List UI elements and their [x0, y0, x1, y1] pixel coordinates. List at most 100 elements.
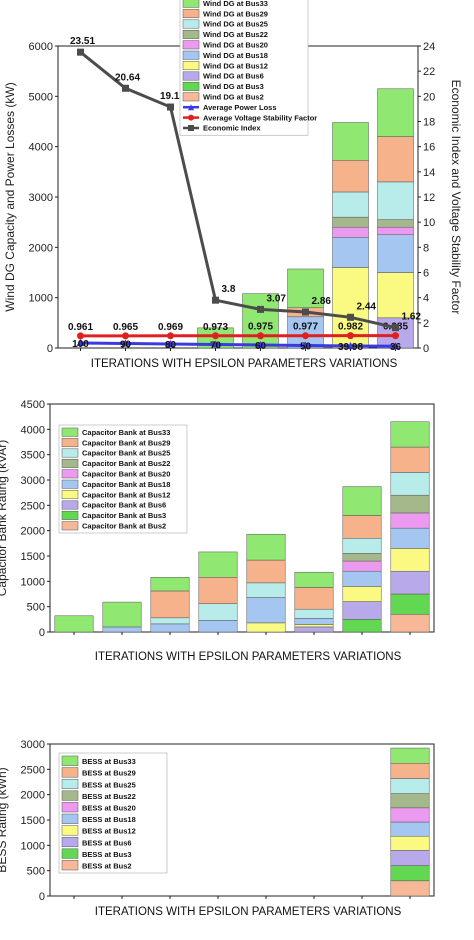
y2-tick-label: 0: [423, 343, 429, 355]
y2-tick-label: 6: [423, 268, 429, 280]
legend-swatch: [182, 40, 200, 50]
legend-swatch: [61, 778, 79, 790]
legend-swatch: [182, 0, 200, 8]
bar-segment-bus12-8: [390, 548, 430, 572]
y-tick-label: 2000: [21, 790, 45, 802]
legend-label: Average Power Loss: [203, 103, 277, 112]
legend-swatch: [61, 860, 79, 871]
bar-segment-bus18-6: [294, 618, 334, 625]
loss-point: [211, 340, 220, 348]
y2-tick-label: 22: [423, 66, 435, 78]
y2-tick-label: 8: [423, 242, 429, 254]
loss-point: [391, 342, 400, 350]
loss-point: [301, 341, 310, 349]
bar-segment-bus6-8: [390, 850, 430, 866]
chart-3: 0 500 1000 1500 2000 2500 3000 BESS Rating (kWh…: [0, 739, 435, 918]
bar-segment-bus20-8: [390, 512, 430, 529]
bar-segment-bus25-7: [332, 191, 369, 218]
data-label-loss: 39.98: [338, 342, 363, 353]
legend-swatch: [61, 500, 79, 510]
data-label-vsf: 0.977: [293, 322, 318, 333]
legend-swatch: [182, 9, 200, 19]
legend-swatch: [61, 458, 79, 468]
y-tick-label: 500: [27, 866, 45, 878]
legend-swatch: [61, 427, 79, 437]
bar-segment-bus33-7: [332, 122, 369, 161]
data-label-loss: 50: [300, 341, 312, 352]
data-label-econ: 19.15: [160, 91, 185, 102]
bar-segment-bus22-7: [342, 553, 382, 562]
x-axis-label: ITERATIONS WITH EPSILON PARAMETERS VARIA…: [95, 651, 402, 663]
bar-segment-bus3-8: [390, 865, 430, 882]
legend-label: BESS at Bus29: [82, 769, 136, 778]
bar-segment-bus20-7: [332, 226, 369, 238]
y2-tick-label: 16: [423, 142, 435, 154]
legend-box: [179, 0, 309, 136]
y-tick-label: 3500: [21, 450, 45, 462]
legend-label: Wind DG at Bus2: [203, 93, 264, 102]
bar-segment-bus18-8: [390, 527, 430, 549]
legend-label: BESS at Bus12: [82, 827, 136, 836]
y-tick-label: 6000: [29, 41, 53, 53]
legend-label: BESS at Bus18: [82, 815, 136, 824]
y2-tick-label: 18: [423, 117, 435, 129]
legend-label: BESS at Bus25: [82, 780, 136, 789]
data-label-econ: 20.64: [115, 72, 140, 83]
data-label-econ: 1.62: [402, 312, 422, 323]
loss-point: [256, 340, 265, 348]
legend-swatch: [182, 92, 200, 102]
bar-segment-bus18-8: [377, 234, 414, 273]
bar-segment-bus25-8: [390, 778, 430, 794]
legend-label: Wind DG at Bus29: [203, 9, 268, 18]
bar-segment-bus25-8: [377, 181, 414, 220]
y-tick-label: 1000: [21, 576, 45, 588]
y-tick-label: 1500: [21, 815, 45, 827]
legend-swatch: [182, 81, 200, 91]
y-tick-label: 1500: [21, 551, 45, 563]
bar-segment-bus33-6: [287, 268, 324, 308]
y2-tick-label: 20: [423, 91, 435, 103]
legend-label: BESS at Bus6: [82, 838, 132, 847]
legend-label: Capacitor Bank at Bus2: [82, 522, 166, 531]
legend-label: Wind DG at Bus6: [203, 72, 264, 81]
bar-segment-bus18-7: [342, 570, 382, 587]
data-label-loss: 100: [72, 339, 89, 350]
legend-label: Capacitor Bank at Bus33: [82, 428, 170, 437]
data-label-econ: 2.86: [312, 296, 332, 307]
y2-tick-label: 2: [423, 318, 429, 330]
bar-segment-bus22-8: [390, 793, 430, 809]
y-tick-label: 500: [27, 602, 45, 614]
legend-swatch: [182, 61, 200, 71]
legend-label: BESS at Bus20: [82, 804, 136, 813]
legend-label: Wind DG at Bus12: [203, 61, 268, 70]
y2-tick-label: 4: [423, 293, 429, 305]
bar-segment-bus18-4: [198, 620, 238, 633]
bar-segment-bus3-7: [342, 619, 382, 633]
y2-tick-label: 24: [423, 41, 435, 53]
bar-segment-bus25-3: [150, 617, 190, 625]
y-axis-label: Wind DG Capacity and Power Losses (kW): [3, 82, 17, 311]
legend: Capacitor Bank at Bus33 Capacitor Bank at…: [58, 424, 188, 534]
loss-point: [166, 339, 175, 347]
bar-segment-bus33-6: [294, 571, 334, 588]
bar-segment-bus33-2: [102, 601, 142, 628]
vsf-point: [212, 332, 219, 340]
y-tick-label: 4000: [21, 424, 45, 436]
bar-segment-bus33-3: [150, 577, 190, 592]
legend-label: Wind DG at Bus3: [203, 82, 264, 91]
y-tick-label: 4500: [21, 399, 45, 411]
bar-segment-bus33-8: [390, 747, 430, 764]
legend-label: BESS at Bus2: [82, 862, 132, 871]
chart-1: 0100020003000400050006000024681012141618…: [3, 0, 463, 370]
x-axis-label: ITERATIONS WITH EPSILON PARAMETERS VARIA…: [95, 906, 402, 918]
y-tick-label: 1000: [21, 840, 45, 852]
bar-segment-bus18-5: [246, 597, 286, 624]
line-loss: [80, 341, 396, 348]
bar-segment-bus22-8: [390, 494, 430, 514]
data-label-vsf: 0.961: [68, 322, 93, 333]
bar-segment-bus18-8: [390, 821, 430, 837]
legend-swatch: [61, 469, 79, 479]
bar-segment-bus25-6: [294, 608, 334, 619]
legend-swatch: [61, 438, 79, 448]
bar-segment-bus6-6: [294, 626, 334, 633]
